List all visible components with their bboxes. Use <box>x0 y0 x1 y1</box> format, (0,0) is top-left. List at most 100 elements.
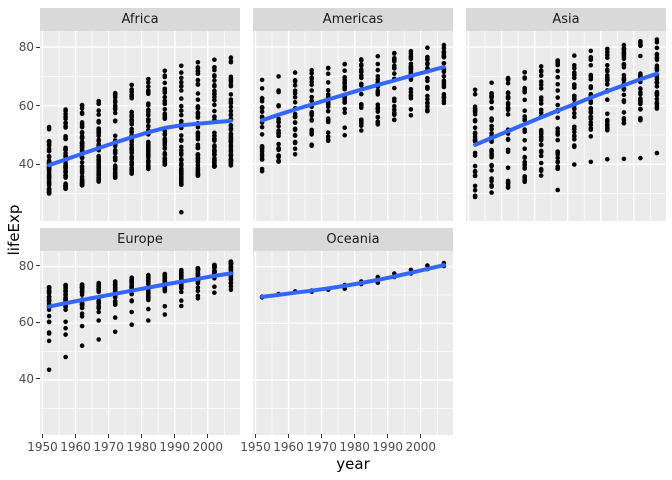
data-point <box>228 260 234 266</box>
data-point <box>129 150 134 155</box>
data-point <box>472 125 478 130</box>
data-point <box>555 137 560 143</box>
data-point <box>195 91 201 96</box>
data-point <box>538 82 544 87</box>
data-point <box>621 99 627 105</box>
data-point <box>63 183 68 189</box>
data-point <box>179 152 184 157</box>
data-point <box>325 137 331 142</box>
data-point <box>112 163 118 168</box>
data-point <box>195 115 201 120</box>
data-point <box>654 67 660 72</box>
data-point <box>179 209 184 215</box>
data-point <box>292 146 298 152</box>
data-point <box>112 329 118 335</box>
data-point <box>129 112 134 118</box>
data-point <box>572 114 577 120</box>
data-point <box>309 94 314 100</box>
data-point <box>522 116 527 122</box>
data-point <box>79 155 85 160</box>
data-point <box>146 107 151 113</box>
data-point <box>392 104 397 109</box>
data-point <box>79 284 85 289</box>
data-point <box>79 135 85 141</box>
data-point <box>96 120 101 125</box>
data-point <box>654 150 660 156</box>
data-point <box>472 163 478 169</box>
data-point <box>359 117 364 123</box>
data-point <box>96 176 101 182</box>
data-point <box>555 68 560 74</box>
data-point <box>654 45 660 51</box>
data-point <box>162 87 168 93</box>
data-point <box>538 130 544 136</box>
data-point <box>588 105 594 111</box>
data-point <box>195 81 201 87</box>
data-point <box>605 69 610 74</box>
data-point <box>162 114 168 120</box>
data-point <box>129 129 134 135</box>
data-point <box>292 100 298 105</box>
data-point <box>46 153 52 159</box>
data-point <box>621 46 627 51</box>
data-point <box>359 69 364 75</box>
data-point <box>212 114 217 120</box>
y-tick-mark <box>36 46 40 48</box>
data-point <box>538 86 544 91</box>
x-tick-label: 1990 <box>159 440 190 454</box>
data-point <box>325 119 331 125</box>
data-point <box>621 87 627 92</box>
y-tick-label: 40 <box>18 157 34 172</box>
data-point <box>259 109 265 114</box>
data-point <box>325 66 331 71</box>
data-point <box>179 284 184 289</box>
data-point <box>162 68 168 74</box>
x-tick-label: 1980 <box>126 440 157 454</box>
data-point <box>441 78 447 83</box>
data-point <box>522 138 527 143</box>
data-point <box>179 148 184 153</box>
data-point <box>162 272 168 278</box>
data-point <box>259 77 265 83</box>
data-point <box>588 126 594 131</box>
data-point <box>342 61 347 67</box>
smooth-line <box>473 71 659 147</box>
data-point <box>212 284 217 289</box>
data-point <box>228 79 234 85</box>
data-point <box>46 165 52 171</box>
data-point <box>505 112 511 117</box>
data-point <box>179 83 184 89</box>
data-point <box>63 332 68 337</box>
data-point <box>259 124 265 130</box>
data-point <box>588 84 594 89</box>
data-point <box>179 79 184 85</box>
data-point <box>425 104 430 109</box>
data-point <box>572 133 577 138</box>
data-point <box>228 123 234 128</box>
data-point <box>276 158 281 164</box>
data-point <box>621 92 627 98</box>
data-point <box>309 98 314 103</box>
data-point <box>572 75 577 81</box>
facet-panel-oceania <box>253 251 453 435</box>
data-point <box>228 284 234 289</box>
data-point <box>212 148 217 153</box>
facet-panel-europe <box>40 251 240 435</box>
data-point <box>179 289 184 295</box>
data-point <box>112 148 118 154</box>
data-point <box>522 90 527 95</box>
data-point <box>129 109 134 115</box>
data-point <box>79 181 85 186</box>
data-point <box>96 305 101 311</box>
data-point <box>112 171 118 176</box>
data-point <box>195 296 201 301</box>
data-point <box>505 77 511 82</box>
data-point <box>96 108 101 113</box>
data-point <box>162 94 168 100</box>
data-point <box>63 116 68 122</box>
data-point <box>259 157 265 162</box>
data-point <box>638 100 643 105</box>
data-point <box>179 70 184 75</box>
x-tick-label: 1970 <box>306 440 337 454</box>
data-point <box>572 94 577 99</box>
